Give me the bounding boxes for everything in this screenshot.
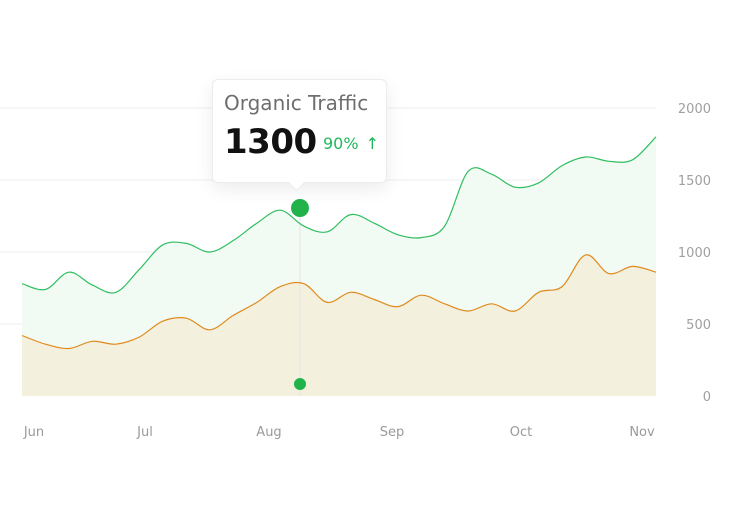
tooltip-change-percent: 90%	[323, 134, 359, 153]
x-tick-label: Oct	[510, 425, 532, 440]
y-tick-label: 2000	[678, 102, 711, 117]
x-tick-label: Aug	[256, 425, 281, 440]
baseline-point	[294, 378, 306, 390]
arrow-up-icon: ↑	[365, 134, 380, 153]
y-tick-label: 500	[686, 318, 711, 333]
x-tick-label: Jun	[23, 425, 44, 440]
tooltip-title: Organic Traffic	[224, 91, 369, 115]
series-line-orange	[21, 254, 657, 350]
y-tick-label: 1500	[678, 174, 711, 189]
highlight-point	[291, 199, 309, 217]
tooltip-value: 1300	[224, 122, 317, 162]
x-tick-label: Sep	[380, 425, 405, 440]
series-line-green	[21, 136, 657, 294]
tooltip-change: 90% ↑	[323, 134, 379, 153]
x-tick-label: Nov	[629, 425, 655, 440]
x-tick-label: Jul	[136, 425, 153, 440]
y-tick-label: 1000	[678, 246, 711, 261]
y-tick-label: 0	[703, 390, 711, 405]
series-area-orange	[22, 254, 656, 396]
tooltip: Organic Traffic 1300 90% ↑	[212, 79, 387, 183]
